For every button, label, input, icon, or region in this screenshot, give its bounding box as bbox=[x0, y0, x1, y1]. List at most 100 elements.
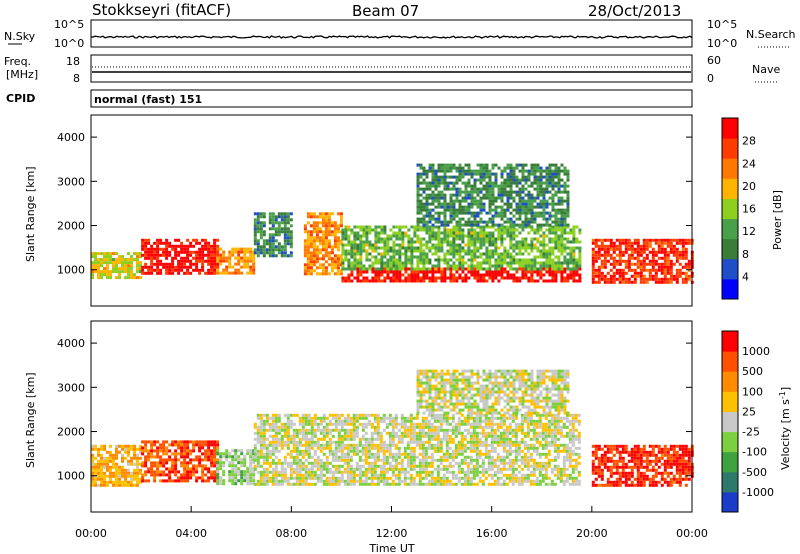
heatmap-cell bbox=[253, 464, 257, 468]
heatmap-cell bbox=[476, 231, 480, 235]
heatmap-cell bbox=[503, 208, 507, 212]
heatmap-cell bbox=[449, 169, 453, 173]
heatmap-cell bbox=[382, 449, 386, 453]
heatmap-cell bbox=[436, 482, 440, 486]
heatmap-cell bbox=[675, 271, 679, 275]
heatmap-cell bbox=[319, 470, 323, 474]
heatmap-cell bbox=[669, 238, 673, 242]
heatmap-cell bbox=[421, 470, 425, 474]
heatmap-cell bbox=[657, 238, 661, 242]
heatmap-cell bbox=[431, 273, 435, 277]
heatmap-cell bbox=[141, 271, 145, 275]
heatmap-cell bbox=[618, 253, 622, 257]
heatmap-cell bbox=[545, 243, 549, 247]
heatmap-cell bbox=[530, 273, 534, 277]
heatmap-cell bbox=[654, 238, 658, 242]
heatmap-cell bbox=[118, 267, 121, 271]
heatmap-cell bbox=[449, 199, 453, 203]
heatmap-cell bbox=[234, 482, 238, 486]
heatmap-cell bbox=[252, 473, 256, 477]
heatmap-cell bbox=[392, 276, 396, 280]
heatmap-cell bbox=[458, 223, 462, 227]
y-tick-label: 1000 bbox=[57, 264, 85, 277]
heatmap-cell bbox=[497, 225, 501, 229]
heatmap-cell bbox=[183, 449, 187, 453]
heatmap-cell bbox=[352, 434, 356, 438]
heatmap-cell bbox=[277, 473, 281, 477]
heatmap-cell bbox=[488, 249, 492, 253]
heatmap-cell bbox=[684, 265, 688, 269]
heatmap-cell bbox=[365, 276, 369, 280]
heatmap-cell bbox=[356, 237, 360, 241]
heatmap-cell bbox=[303, 248, 307, 252]
heatmap-cell bbox=[645, 277, 649, 281]
heatmap-cell bbox=[503, 231, 507, 235]
heatmap-cell bbox=[657, 262, 661, 266]
heatmap-cell bbox=[479, 279, 483, 283]
heatmap-cell bbox=[545, 202, 549, 206]
heatmap-cell bbox=[633, 256, 637, 260]
heatmap-cell bbox=[416, 255, 420, 259]
heatmap-cell bbox=[346, 482, 350, 486]
heatmap-cell bbox=[362, 234, 366, 238]
heatmap-cell bbox=[449, 196, 453, 200]
heatmap-cell bbox=[437, 211, 441, 215]
heatmap-cell bbox=[621, 274, 625, 278]
heatmap-cell bbox=[331, 452, 335, 456]
heatmap-cell bbox=[130, 444, 133, 448]
heatmap-cell bbox=[545, 261, 549, 265]
heatmap-cell bbox=[340, 443, 344, 447]
heatmap-cell bbox=[147, 470, 151, 474]
heatmap-cell bbox=[318, 242, 322, 246]
noise-left-label: N.Sky bbox=[4, 30, 36, 43]
heatmap-cell bbox=[352, 482, 356, 486]
heatmap-cell bbox=[386, 270, 390, 274]
heatmap-cell bbox=[103, 447, 106, 451]
heatmap-cell bbox=[268, 470, 272, 474]
heatmap-cell bbox=[395, 276, 399, 280]
heatmap-cell bbox=[204, 244, 208, 248]
heatmap-cell bbox=[100, 264, 103, 268]
heatmap-cell bbox=[427, 446, 431, 450]
heatmap-cell bbox=[91, 453, 94, 457]
heatmap-cell bbox=[406, 434, 410, 438]
heatmap-cell bbox=[298, 458, 302, 462]
heatmap-cell bbox=[165, 262, 169, 266]
heatmap-cell bbox=[280, 476, 284, 480]
heatmap-cell bbox=[265, 428, 269, 432]
heatmap-cell bbox=[433, 413, 437, 417]
heatmap-cell bbox=[437, 249, 441, 253]
heatmap-cell bbox=[419, 163, 423, 167]
heatmap-cell bbox=[355, 434, 359, 438]
heatmap-cell bbox=[370, 476, 374, 480]
heatmap-cell bbox=[416, 211, 420, 215]
heatmap-cell bbox=[539, 187, 543, 191]
heatmap-cell bbox=[473, 228, 477, 232]
heatmap-cell bbox=[362, 267, 366, 271]
heatmap-cell bbox=[341, 264, 345, 268]
heatmap-cell bbox=[642, 247, 646, 251]
heatmap-cell bbox=[563, 258, 567, 262]
heatmap-cell bbox=[512, 196, 516, 200]
heatmap-cell bbox=[515, 181, 519, 185]
heatmap-cell bbox=[283, 224, 287, 228]
heatmap-cell bbox=[410, 267, 414, 271]
heatmap-cell bbox=[380, 258, 384, 262]
heatmap-cell bbox=[277, 416, 281, 420]
heatmap-cell bbox=[318, 248, 322, 252]
heatmap-cell bbox=[542, 181, 546, 185]
heatmap-cell bbox=[318, 227, 322, 231]
heatmap-cell bbox=[377, 240, 381, 244]
heatmap-cell bbox=[491, 220, 495, 224]
heatmap-cell bbox=[461, 208, 465, 212]
heatmap-cell bbox=[265, 446, 269, 450]
heatmap-cell bbox=[430, 437, 434, 441]
heatmap-cell bbox=[509, 181, 513, 185]
heatmap-cell bbox=[449, 208, 453, 212]
heatmap-cell bbox=[395, 279, 399, 283]
heatmap-cell bbox=[331, 476, 335, 480]
heatmap-cell bbox=[440, 220, 444, 224]
heatmap-cell bbox=[268, 461, 272, 465]
heatmap-cell bbox=[416, 187, 420, 191]
heatmap-cell bbox=[364, 425, 368, 429]
